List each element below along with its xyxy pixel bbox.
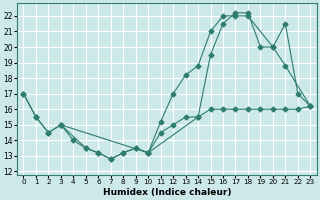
X-axis label: Humidex (Indice chaleur): Humidex (Indice chaleur) xyxy=(103,188,231,197)
